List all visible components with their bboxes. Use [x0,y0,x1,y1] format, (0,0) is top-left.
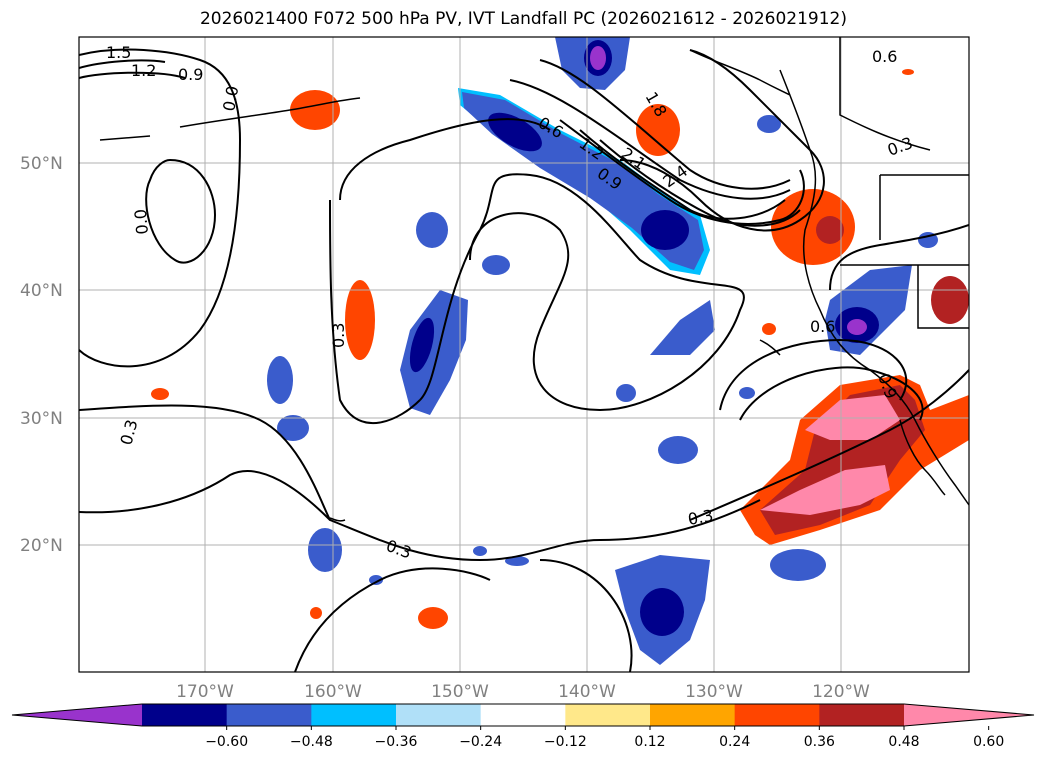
positive-blob-i [931,276,969,324]
lat-label: 30°N [20,409,63,429]
colorbar-labels: −0.60 −0.48 −0.36 −0.24 −0.12 0.12 0.24 0.36 0.4… [205,726,1004,750]
colorbar-segment [650,704,736,726]
map-title: 2026021400 F072 500 hPa PV, IVT Landfall… [199,9,847,29]
contour-label: 1.2 [131,61,156,80]
colorbar-segment [734,704,820,726]
colorbar-segment [311,704,397,726]
colorbar-segment [142,704,228,726]
colorbar-segment [819,704,905,726]
negative-core-1 [488,112,542,152]
colorbar-extend-low [12,704,142,726]
colorbar-segment [565,704,651,726]
contour-label: 0.0 [131,208,152,235]
negative-blob-h [308,528,342,572]
negative-blob-f [267,356,293,404]
lon-label: 130°W [685,682,743,702]
colorbar-tick-label: −0.24 [459,734,502,750]
colorbar-extend-high [904,704,1034,726]
colorbar-tick-label: 0.12 [634,734,665,750]
negative-core-central [409,317,435,373]
negative-blob-l [757,115,781,133]
negative-core-north-purple [590,46,606,70]
lat-label: 50°N [20,154,63,174]
negative-blob-c [650,300,715,355]
colorbar-tick-label: −0.12 [544,734,587,750]
colorbar-tick-label: −0.48 [290,734,333,750]
contour-label: 0.6 [872,47,897,66]
positive-blob-f [310,607,322,619]
coastlines [99,37,969,522]
positive-blob-c [290,90,340,130]
negative-blob-g [277,415,309,441]
lat-label: 40°N [20,281,63,301]
colorbar-segment [480,704,566,726]
contour-label: 0.9 [178,65,203,84]
colorbar-tick-label: 0.36 [804,734,835,750]
lat-label: 20°N [20,536,63,556]
negative-core-california-purple [847,319,867,335]
contour-label: 0.6 [810,317,835,336]
colorbar-segment [396,704,482,726]
negative-core-2 [641,210,689,250]
colorbar-segment [226,704,312,726]
colorbar [11,703,1035,727]
lon-label: 150°W [431,682,489,702]
negative-core-south [640,588,684,636]
negative-blob-m [770,549,826,581]
positive-blob-h [762,323,776,335]
negative-blob-b [482,255,510,275]
map-frame [78,36,970,673]
negative-blob-i [369,575,383,585]
longitude-labels: 170°W 160°W 150°W 140°W 130°W 120°W [176,682,870,702]
colorbar-tick-label: 0.24 [719,734,750,750]
positive-blob-j [902,69,914,75]
shaded-fields [151,37,969,665]
positive-blob-d [345,280,375,360]
contour-label: 0.0 [219,84,242,112]
colorbar-tick-label: 0.60 [973,734,1004,750]
colorbar-tick-label: −0.60 [205,734,248,750]
positive-blob-g [151,388,169,400]
positive-blob-a [771,189,855,265]
colorbar-tick-label: 0.48 [888,734,919,750]
lon-label: 160°W [304,682,362,702]
positive-core-a [816,216,844,244]
lon-label: 120°W [812,682,870,702]
contour-label: 1.5 [106,43,131,62]
negative-blob-j [505,556,529,566]
pv-contours [79,48,969,672]
negative-blob-n [739,387,755,399]
positive-blob-b [636,104,680,156]
negative-blob-a [416,212,448,248]
colorbar-tick-label: −0.36 [375,734,418,750]
latitude-labels: 50°N 40°N 30°N 20°N [20,154,63,556]
contour-label: 0.3 [329,323,348,348]
positive-blob-e [418,607,448,629]
lon-label: 140°W [558,682,616,702]
negative-anomaly-central [400,290,468,415]
negative-blob-e [658,436,698,464]
contour-label: 0.3 [686,506,714,529]
negative-blob-k [473,546,487,556]
lon-label: 170°W [176,682,234,702]
positive-core-pink-2 [760,465,890,515]
negative-blob-d [616,384,636,402]
